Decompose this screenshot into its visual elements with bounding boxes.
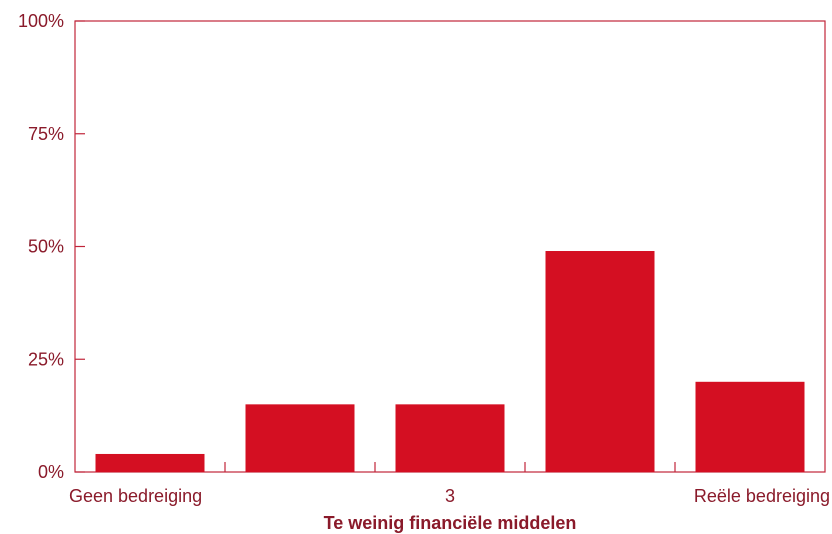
x-axis-title: Te weinig financiële middelen (324, 513, 577, 533)
bar (695, 381, 805, 472)
bar (245, 404, 355, 472)
x-category-label: 3 (445, 486, 455, 506)
y-tick-label: 75% (28, 124, 64, 144)
x-axis: Geen bedreiging 3 Reële bedreiging (69, 462, 830, 506)
y-tick-label: 25% (28, 349, 64, 369)
x-category-label: Geen bedreiging (69, 486, 202, 506)
bars-group (95, 251, 805, 472)
y-tick-label: 50% (28, 237, 64, 257)
bar (545, 251, 655, 472)
bar (395, 404, 505, 472)
y-tick-label: 100% (18, 11, 64, 31)
x-category-label: Reële bedreiging (694, 486, 830, 506)
y-axis: 0% 25% 50% 75% 100% (18, 11, 85, 482)
bar (95, 453, 205, 472)
y-tick-label: 0% (38, 462, 64, 482)
